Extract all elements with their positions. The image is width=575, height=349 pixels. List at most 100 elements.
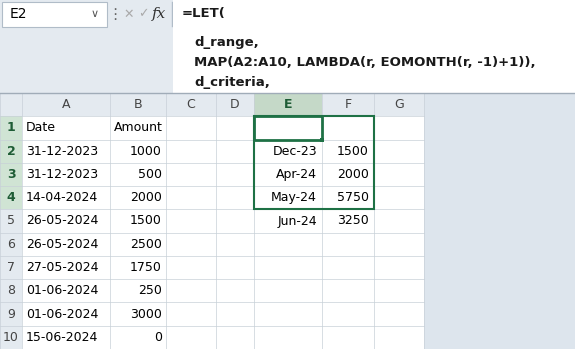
Bar	[0, 233, 22, 256]
Text: 31-12-2023: 31-12-2023	[26, 145, 98, 158]
Text: 500: 500	[138, 168, 162, 181]
Text: 8: 8	[7, 284, 15, 297]
Bar	[0, 279, 22, 303]
Text: 4: 4	[7, 191, 16, 204]
Bar	[374, 209, 424, 233]
Text: 2: 2	[7, 145, 16, 158]
Bar	[216, 279, 254, 303]
Bar	[166, 303, 216, 326]
Text: 3: 3	[7, 168, 16, 181]
Bar	[254, 116, 322, 140]
Bar	[216, 209, 254, 233]
Text: Apr-24: Apr-24	[276, 168, 317, 181]
Text: F: F	[344, 98, 351, 111]
Bar	[374, 303, 424, 326]
Text: 26-05-2024: 26-05-2024	[26, 238, 98, 251]
Text: ✕: ✕	[124, 7, 134, 21]
Bar	[216, 256, 254, 279]
Text: 6: 6	[7, 238, 15, 251]
Bar	[216, 116, 254, 140]
Bar	[22, 233, 110, 256]
Bar	[374, 326, 424, 349]
Bar	[2, 2, 107, 27]
Bar	[424, 93, 575, 349]
Bar	[110, 326, 166, 349]
Text: 10: 10	[3, 331, 19, 344]
Bar	[0, 163, 22, 186]
Text: 15-06-2024: 15-06-2024	[26, 331, 98, 344]
Text: 1500: 1500	[337, 145, 369, 158]
Text: 9: 9	[7, 307, 15, 321]
Bar	[254, 233, 322, 256]
Bar	[322, 116, 374, 140]
Bar	[254, 303, 322, 326]
Bar	[110, 116, 166, 140]
Bar	[374, 93, 424, 116]
Text: A: A	[62, 98, 70, 111]
Text: E: E	[283, 98, 292, 111]
Bar	[22, 303, 110, 326]
Text: 2500: 2500	[130, 238, 162, 251]
Bar	[216, 140, 254, 163]
Bar	[374, 116, 424, 140]
Bar	[254, 256, 322, 279]
Bar	[216, 303, 254, 326]
Text: 14-04-2024: 14-04-2024	[26, 191, 98, 204]
Bar	[322, 279, 374, 303]
Text: D: D	[230, 98, 240, 111]
Bar	[254, 116, 374, 209]
Bar	[322, 140, 374, 163]
Bar	[374, 186, 424, 209]
Bar	[22, 163, 110, 186]
Bar	[254, 186, 322, 209]
Bar	[22, 279, 110, 303]
Bar	[322, 233, 374, 256]
Text: 31-12-2023: 31-12-2023	[26, 168, 98, 181]
Bar	[216, 186, 254, 209]
Bar	[22, 140, 110, 163]
Bar	[166, 116, 216, 140]
Bar	[322, 163, 374, 186]
Bar	[22, 93, 110, 116]
Bar	[22, 326, 110, 349]
Bar	[0, 140, 22, 163]
Bar	[166, 93, 216, 116]
Bar	[166, 163, 216, 186]
Text: 2000: 2000	[337, 168, 369, 181]
Bar	[322, 326, 374, 349]
Bar	[374, 279, 424, 303]
Bar	[166, 256, 216, 279]
Bar	[322, 303, 374, 326]
Bar	[374, 233, 424, 256]
Bar	[216, 233, 254, 256]
Text: G: G	[394, 98, 404, 111]
Text: 3000: 3000	[130, 307, 162, 321]
Bar	[254, 163, 322, 186]
Text: 1000: 1000	[130, 145, 162, 158]
Bar	[110, 209, 166, 233]
Text: 3250: 3250	[338, 215, 369, 228]
Bar	[322, 93, 374, 116]
Bar	[0, 93, 22, 116]
Bar	[110, 279, 166, 303]
Bar	[0, 0, 575, 93]
Text: Date: Date	[26, 121, 56, 134]
Bar	[254, 326, 322, 349]
Text: Amount: Amount	[114, 121, 163, 134]
Bar	[320, 138, 324, 142]
Bar	[110, 303, 166, 326]
Bar	[22, 209, 110, 233]
Text: ⋮: ⋮	[108, 7, 122, 22]
Bar	[0, 209, 22, 233]
Bar	[110, 233, 166, 256]
Bar	[254, 140, 322, 163]
Bar	[254, 279, 322, 303]
Text: C: C	[187, 98, 196, 111]
Text: 27-05-2024: 27-05-2024	[26, 261, 98, 274]
Text: B: B	[133, 98, 143, 111]
Bar	[110, 186, 166, 209]
Text: 2000: 2000	[130, 191, 162, 204]
Bar	[166, 186, 216, 209]
Bar	[0, 303, 22, 326]
Bar	[216, 163, 254, 186]
